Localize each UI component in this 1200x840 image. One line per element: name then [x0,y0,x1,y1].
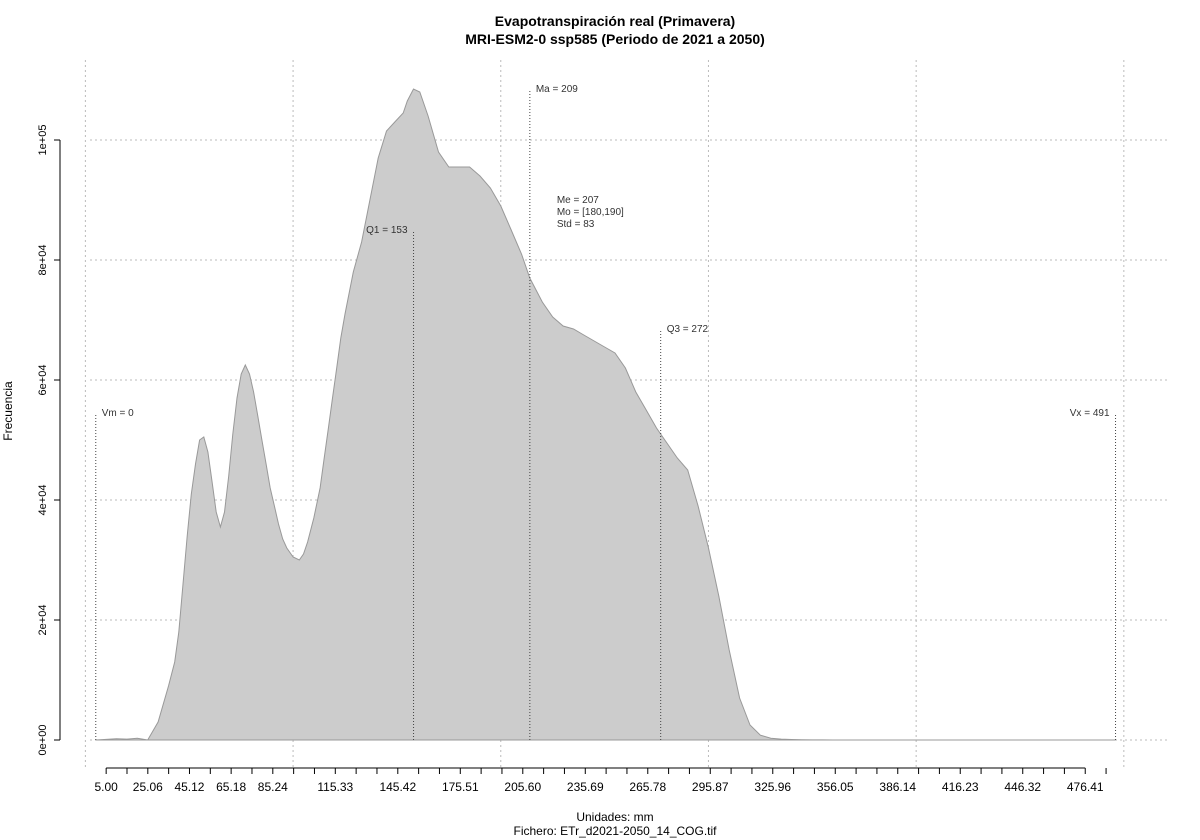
chart-subtitle: MRI-ESM2-0 ssp585 (Periodo de 2021 a 205… [465,31,765,47]
x-tick-label: 205.60 [504,780,541,794]
x-axis-label: Unidades: mm [576,810,654,824]
x-tick-label: 45.12 [174,780,204,794]
x-tick-label: 356.05 [817,780,854,794]
x-tick-label: 386.14 [879,780,916,794]
annotation-label: Vx = 491 [1070,408,1110,419]
y-tick-label: 4e+04 [37,485,49,516]
y-tick-label: 8e+04 [37,245,49,276]
x-tick-label: 85.24 [258,780,288,794]
y-tick-label: 1e+05 [37,125,49,156]
x-tick-label: 416.23 [942,780,979,794]
stats-label: Std = 83 [557,219,595,230]
stats-label: Me = 207 [557,195,599,206]
chart-title: Evapotranspiración real (Primavera) [494,13,736,29]
x-tick-label: 446.32 [1004,780,1041,794]
x-tick-label: 175.51 [442,780,479,794]
annotation-label: Vm = 0 [102,408,134,419]
y-tick-label: 0e+00 [37,725,49,756]
file-caption: Fichero: ETr_d2021-2050_14_COG.tif [513,824,717,838]
x-tick-label: 145.42 [379,780,416,794]
x-tick-label: 65.18 [216,780,246,794]
y-tick-label: 6e+04 [37,365,49,396]
y-axis-label: Frecuencia [1,381,15,441]
x-tick-label: 295.87 [692,780,729,794]
x-tick-label: 25.06 [133,780,163,794]
y-tick-label: 2e+04 [37,605,49,636]
stats-label: Mo = [180,190] [557,207,624,218]
x-tick-label: 235.69 [567,780,604,794]
density-area [95,88,1116,741]
annotation-label: Ma = 209 [536,84,578,95]
x-tick-label: 5.00 [94,780,118,794]
x-tick-label: 265.78 [629,780,666,794]
x-tick-label: 476.41 [1067,780,1104,794]
annotation-label: Q3 = 272 [667,324,709,335]
annotation-label: Q1 = 153 [366,225,408,236]
x-tick-label: 325.96 [754,780,791,794]
x-tick-label: 115.33 [317,780,353,794]
axes: 0e+00 2e+04 4e+04 6e+04 8e+04 1e+05 5.00 25.06 4… [37,125,1107,794]
annotation-lines: Vm = 0 Q1 = 153 Ma = 209 Q3 = 272 Vx = 491 Me… [95,84,1117,740]
